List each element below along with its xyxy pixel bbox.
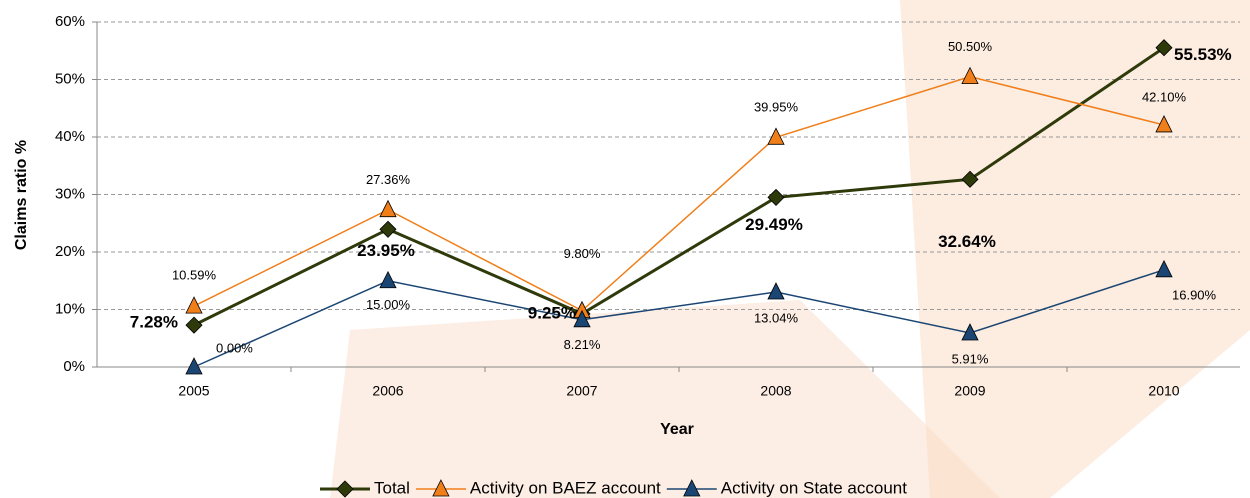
data-point [186,358,202,374]
legend-label: Activity on BAEZ account [470,478,661,497]
x-tick-label: 2010 [1148,383,1179,399]
data-label: 0.00% [216,340,253,355]
data-label: 10.59% [172,268,217,283]
data-label: 16.90% [1172,287,1217,302]
y-tick-label: 0% [63,358,85,375]
x-tick-label: 2008 [760,383,791,399]
chart: Claims ratio % Year 0% 10% 20% 30% 40% 50% 60%… [0,0,1250,498]
y-tick-label: 10% [55,300,85,317]
data-label: 27.36% [366,172,411,187]
data-label: 5.91% [952,351,989,366]
y-tick-label: 60% [55,13,85,30]
data-point [186,317,202,333]
y-tick-label: 40% [55,128,85,145]
background-shape [330,300,1000,498]
data-point [768,189,784,205]
data-point [380,221,396,237]
data-label: 9.25% [528,303,576,322]
data-label: 55.53% [1174,45,1232,64]
data-label: 8.21% [564,337,601,352]
y-tick-label: 20% [55,243,85,260]
y-axis-title: Claims ratio % [13,140,30,250]
data-label: 9.80% [564,246,601,261]
data-label: 23.95% [357,241,415,260]
y-tick-label: 30% [55,185,85,202]
data-point [380,201,396,217]
legend-label: Activity on State account [721,478,907,497]
x-tick-label: 2006 [372,383,403,399]
data-label: 39.95% [754,100,799,115]
data-label: 15.00% [366,297,411,312]
data-label: 29.49% [745,215,803,234]
data-label: 13.04% [754,310,799,325]
x-axis-title: Year [660,421,694,438]
data-point [380,272,396,288]
data-point [768,283,784,299]
x-tick-label: 2007 [566,383,597,399]
data-point [186,297,202,313]
legend-label: Total [374,478,410,497]
data-label: 42.10% [1142,89,1187,104]
y-tick-label: 50% [55,70,85,87]
data-label: 32.64% [938,232,996,251]
x-tick-label: 2009 [954,383,985,399]
data-label: 7.28% [130,313,178,332]
x-tick-label: 2005 [178,383,209,399]
data-label: 50.50% [948,39,993,54]
